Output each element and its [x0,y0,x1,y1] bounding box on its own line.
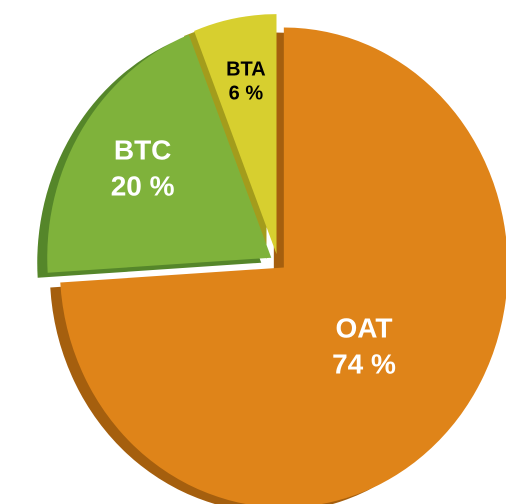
slice-value-label: 20 % [111,171,175,202]
slice-value-label: 6 % [229,83,264,105]
slice [60,27,506,504]
slice-category: BTC [114,135,172,166]
slice-category: OAT [335,313,392,344]
slice-value-label: 74 % [332,349,396,380]
slice-category: BTA [226,59,266,81]
slice [194,14,277,255]
slice [47,34,272,273]
